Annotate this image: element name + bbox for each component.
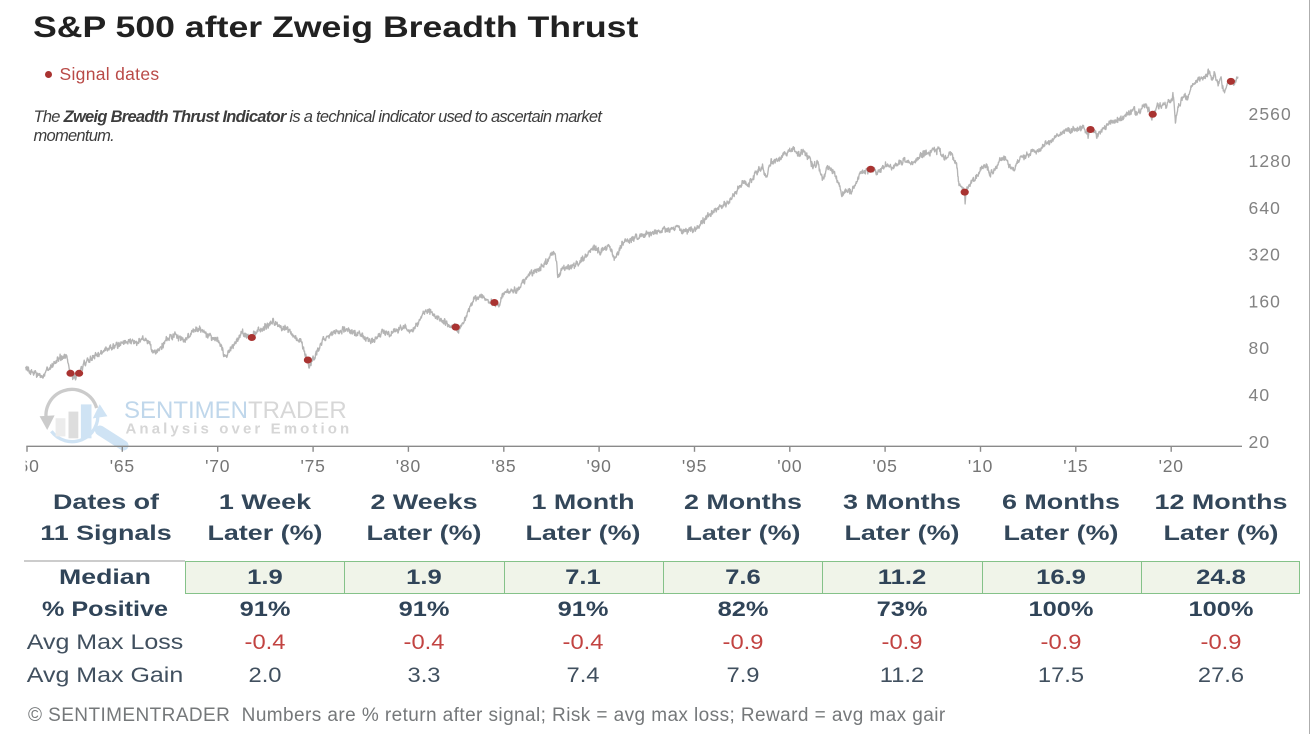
svg-text:'60: '60 [14, 456, 39, 476]
svg-text:'95: '95 [682, 456, 707, 476]
svg-text:2560: 2560 [1249, 104, 1292, 124]
svg-text:160: 160 [1249, 291, 1282, 311]
svg-text:'80: '80 [396, 456, 421, 476]
svg-text:80: 80 [1249, 338, 1271, 358]
svg-text:320: 320 [1249, 245, 1282, 265]
svg-text:40: 40 [1249, 385, 1271, 405]
svg-text:'75: '75 [300, 456, 325, 476]
svg-text:1280: 1280 [1249, 151, 1292, 171]
svg-text:Analysis over Emotion: Analysis over Emotion [126, 421, 353, 438]
svg-text:'00: '00 [777, 456, 802, 476]
svg-text:'70: '70 [205, 456, 230, 476]
svg-text:SENTIMENTRADER: SENTIMENTRADER [124, 397, 347, 424]
svg-text:20: 20 [1249, 432, 1271, 452]
svg-text:'10: '10 [968, 456, 993, 476]
svg-text:'85: '85 [491, 456, 516, 476]
svg-text:'20: '20 [1159, 456, 1184, 476]
svg-text:'15: '15 [1063, 456, 1088, 476]
svg-text:'05: '05 [872, 456, 897, 476]
svg-text:'90: '90 [586, 456, 611, 476]
svg-text:640: 640 [1249, 198, 1282, 218]
svg-text:'65: '65 [110, 456, 135, 476]
